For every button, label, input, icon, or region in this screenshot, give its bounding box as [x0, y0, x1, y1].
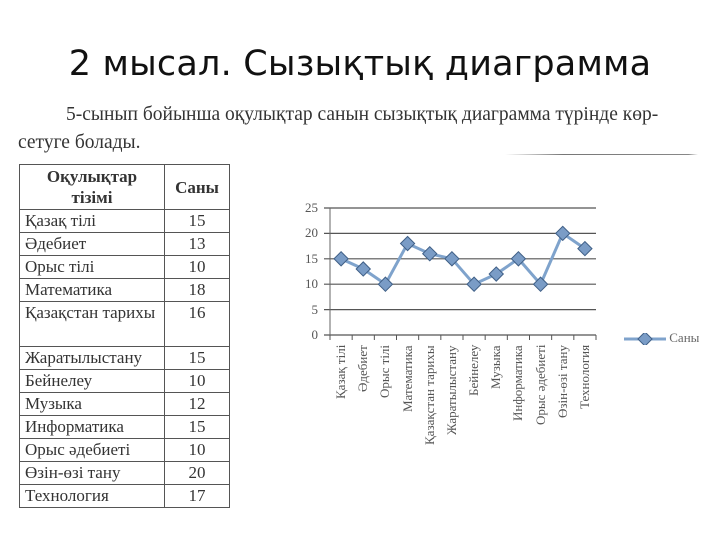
y-tick-label: 10: [305, 276, 318, 292]
intro-paragraph: 5-сынып бойынша оқулықтар санын сызықтық…: [18, 101, 698, 157]
textbook-name-cell: Технология: [19, 484, 165, 508]
slide-title: 2 мысал. Сызықтық диаграмма: [68, 44, 652, 84]
count-cell: 10: [164, 438, 230, 462]
count-cell: 10: [164, 369, 230, 393]
x-category-label: Математика: [399, 345, 415, 412]
count-cell: 17: [164, 484, 230, 508]
data-point-marker: [355, 261, 372, 277]
x-category-label: Қазақстан тарихы: [421, 345, 437, 445]
count-cell: 18: [164, 278, 230, 302]
table-row: Музыка 12: [19, 392, 230, 416]
data-point-marker: [510, 251, 527, 267]
x-category-label: Технология: [576, 344, 592, 409]
count-cell: 10: [164, 255, 230, 279]
y-tick-label: 25: [305, 200, 318, 215]
x-category-label: Әдебиет: [355, 345, 371, 392]
paragraph-line-1: 5-сынып бойынша оқулықтар санын сызықтық…: [66, 104, 659, 125]
legend-label: Саны: [669, 330, 700, 345]
data-point-marker: [399, 235, 416, 252]
data-point-marker: [532, 276, 549, 292]
data-point-marker: [554, 225, 571, 242]
y-tick-label: 15: [305, 250, 318, 266]
header-textbook-list: Оқулықтар тізімі: [19, 164, 165, 210]
data-point-marker: [488, 266, 505, 282]
table-row: Өзін-өзі тану 20: [19, 461, 230, 485]
table-row: Бейнелеу 10: [19, 369, 230, 393]
table-row: Қазақ тілі 15: [19, 209, 230, 233]
x-category-label: Орыс әдебиеті: [532, 344, 548, 425]
table-row: Әдебиет 13: [19, 232, 230, 256]
textbook-name-cell: Қазақ тілі: [19, 209, 165, 233]
count-cell: 15: [164, 415, 230, 439]
x-category-label: Өзін-өзі тану: [554, 345, 570, 418]
y-tick-label: 20: [305, 225, 318, 241]
x-category-label: Музыка: [488, 345, 504, 390]
textbook-name-cell: Математика: [19, 278, 165, 302]
x-category-label: Жаратылыстану: [443, 345, 459, 435]
count-cell: 20: [164, 461, 230, 485]
textbook-name-cell: Музыка: [19, 392, 165, 416]
paragraph-line-2: сетуге болады.: [18, 132, 141, 153]
y-tick-label: 0: [311, 327, 319, 342]
x-category-label: Қазақ тілі: [333, 344, 349, 399]
count-cell: 13: [164, 232, 230, 256]
data-point-marker: [333, 251, 349, 267]
table-row: Математика 18: [19, 278, 230, 302]
count-cell: 15: [164, 346, 230, 370]
count-cell: 15: [164, 209, 230, 233]
table-row: Орыс тілі 10: [19, 255, 230, 279]
textbook-table: Оқулықтар тізімі Саны Қазақ тілі 15 Әдебие…: [19, 164, 230, 508]
data-point-marker: [577, 240, 593, 257]
chart-legend: Саны: [624, 330, 700, 347]
header-count: Саны: [164, 164, 230, 210]
table-row: Орыс әдебиеті 10: [19, 438, 230, 462]
table-row: Қазақстан тарихы 16: [19, 301, 230, 347]
chart-plot: [324, 207, 597, 340]
textbook-name-cell: Жаратылыстану: [19, 346, 165, 370]
data-point-marker: [421, 245, 438, 262]
textbook-name-cell: Орыс әдебиеті: [19, 438, 165, 462]
textbook-name-cell: Информатика: [19, 415, 165, 439]
table-row: Технология 17: [19, 484, 230, 508]
legend-line-marker-icon: [624, 331, 666, 347]
data-point-marker: [466, 276, 482, 292]
table-row: Информатика 15: [19, 415, 230, 439]
textbook-name-cell: Бейнелеу: [19, 369, 165, 393]
count-cell: 16: [164, 301, 230, 347]
table-header-row: Оқулықтар тізімі Саны: [19, 164, 230, 210]
count-cell: 12: [164, 392, 230, 416]
textbook-name-cell: Әдебиет: [19, 232, 165, 256]
y-tick-label: 5: [311, 301, 319, 317]
table-row: Жаратылыстану 15: [19, 346, 230, 370]
data-point-marker: [377, 276, 394, 292]
textbook-name-cell: Орыс тілі: [19, 255, 165, 279]
x-category-label: Информатика: [510, 345, 526, 421]
x-category-label: Бейнелеу: [466, 344, 482, 396]
x-category-label: Орыс тілі: [377, 344, 393, 398]
textbook-name-cell: Өзін-өзі тану: [19, 461, 165, 485]
divider-line: [505, 154, 698, 155]
data-point-marker: [444, 251, 460, 267]
line-chart: 0 5 10 15 20 25 Қазақ тілі Әдебиет Орыс тілі Мат…: [280, 195, 720, 495]
textbook-name-cell: Қазақстан тарихы: [19, 301, 165, 347]
